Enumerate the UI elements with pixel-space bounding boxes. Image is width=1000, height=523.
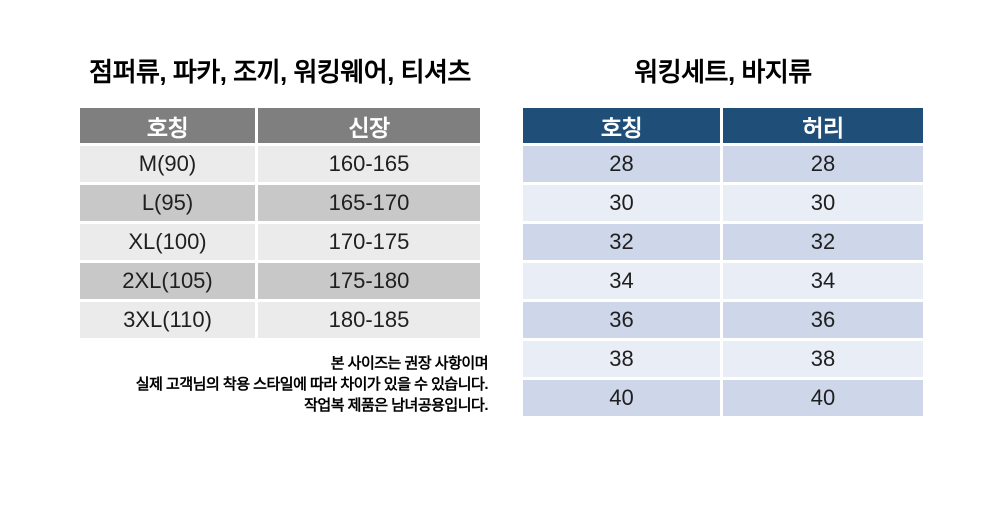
table-cell-size: 2XL(105) [80, 263, 255, 299]
table-row: 3XL(110) 180-185 [80, 302, 480, 338]
size-disclaimer-note: 본 사이즈는 권장 사항이며 실제 고객님의 착용 스타일에 따라 차이가 있을… [60, 353, 489, 416]
table-cell-size: 40 [523, 380, 720, 416]
column-header-waist: 허리 [723, 108, 923, 143]
note-line: 실제 고객님의 착용 스타일에 따라 차이가 있을 수 있습니다. [135, 376, 489, 393]
table-cell-size: M(90) [80, 146, 255, 182]
pants-size-table: 호칭 허리 28 28 30 30 32 32 34 34 36 36 38 3… [520, 105, 926, 419]
column-header-height: 신장 [258, 108, 480, 143]
table-row: XL(100) 170-175 [80, 224, 480, 260]
table-row: 34 34 [523, 263, 923, 299]
table-cell-height: 175-180 [258, 263, 480, 299]
table-cell-height: 170-175 [258, 224, 480, 260]
table-cell-height: 160-165 [258, 146, 480, 182]
table-cell-size: 38 [523, 341, 720, 377]
table-row: 2XL(105) 175-180 [80, 263, 480, 299]
table-row: M(90) 160-165 [80, 146, 480, 182]
column-header-size-name: 호칭 [523, 108, 720, 143]
right-section-title: 워킹세트, 바지류 [634, 57, 812, 87]
table-row: 30 30 [523, 185, 923, 221]
table-cell-size: 34 [523, 263, 720, 299]
table-cell-size: 36 [523, 302, 720, 338]
table-header-row: 호칭 신장 [80, 108, 480, 143]
left-section-title: 점퍼류, 파카, 조끼, 워킹웨어, 티셔츠 [89, 57, 471, 87]
column-header-size-name: 호칭 [80, 108, 255, 143]
table-row: L(95) 165-170 [80, 185, 480, 221]
note-line: 작업복 제품은 남녀공용입니다. [304, 397, 488, 414]
table-cell-height: 165-170 [258, 185, 480, 221]
table-cell-size: 28 [523, 146, 720, 182]
table-cell-size: L(95) [80, 185, 255, 221]
table-cell-waist: 36 [723, 302, 923, 338]
table-row: 36 36 [523, 302, 923, 338]
table-cell-waist: 30 [723, 185, 923, 221]
jumper-size-table: 호칭 신장 M(90) 160-165 L(95) 165-170 XL(100… [77, 105, 483, 341]
table-cell-waist: 34 [723, 263, 923, 299]
table-cell-size: 30 [523, 185, 720, 221]
table-cell-waist: 28 [723, 146, 923, 182]
table-row: 28 28 [523, 146, 923, 182]
table-cell-waist: 38 [723, 341, 923, 377]
table-row: 32 32 [523, 224, 923, 260]
table-cell-size: 32 [523, 224, 720, 260]
table-cell-size: XL(100) [80, 224, 255, 260]
table-row: 38 38 [523, 341, 923, 377]
note-line: 본 사이즈는 권장 사항이며 [330, 355, 489, 372]
table-cell-size: 3XL(110) [80, 302, 255, 338]
table-cell-height: 180-185 [258, 302, 480, 338]
table-header-row: 호칭 허리 [523, 108, 923, 143]
table-cell-waist: 32 [723, 224, 923, 260]
table-cell-waist: 40 [723, 380, 923, 416]
table-row: 40 40 [523, 380, 923, 416]
